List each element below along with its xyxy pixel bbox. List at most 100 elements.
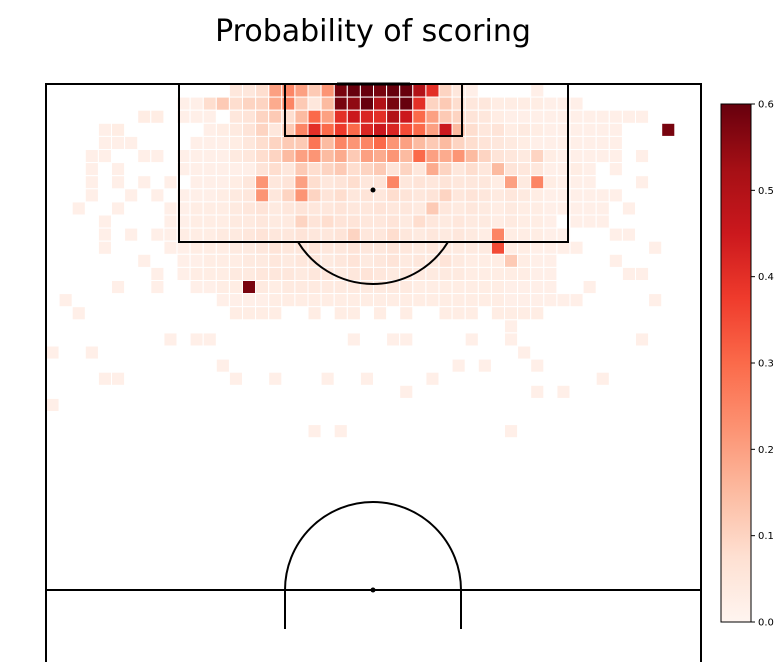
heatmap-cell bbox=[451, 253, 466, 268]
heatmap-cell bbox=[451, 149, 466, 164]
heatmap-cell bbox=[228, 214, 243, 229]
heatmap-cell bbox=[228, 253, 243, 268]
heatmap-cell bbox=[412, 188, 427, 203]
heatmap-cell bbox=[582, 214, 597, 229]
heatmap-cell bbox=[504, 424, 519, 439]
heatmap-cell bbox=[281, 109, 296, 124]
heatmap-cell bbox=[268, 162, 283, 177]
heatmap-cell bbox=[530, 149, 545, 164]
heatmap-cell bbox=[621, 109, 637, 124]
heatmap-cell bbox=[111, 162, 126, 177]
heatmap-cell bbox=[150, 266, 165, 281]
heatmap-cell bbox=[189, 214, 204, 229]
heatmap-cell bbox=[477, 280, 492, 295]
heatmap-cell bbox=[215, 188, 230, 203]
heatmap-cell bbox=[307, 188, 322, 203]
heatmap-cell bbox=[359, 162, 374, 177]
heatmap-cell bbox=[268, 149, 283, 164]
heatmap-cell bbox=[176, 266, 191, 281]
heatmap-cell bbox=[464, 96, 479, 111]
heatmap-cell bbox=[307, 175, 322, 190]
heatmap-cell bbox=[530, 122, 545, 137]
heatmap-cell bbox=[228, 306, 243, 321]
heatmap-cell bbox=[490, 227, 505, 242]
heatmap-cell bbox=[307, 227, 322, 242]
heatmap-cell bbox=[228, 96, 243, 111]
heatmap-cell bbox=[438, 306, 453, 321]
heatmap-cell bbox=[530, 227, 545, 242]
heatmap-cell bbox=[307, 306, 322, 321]
heatmap-cell bbox=[399, 84, 414, 98]
heatmap-cell bbox=[438, 122, 453, 137]
heatmap-cell bbox=[464, 201, 479, 216]
heatmap-cell bbox=[294, 201, 309, 216]
heatmap-cell bbox=[242, 227, 257, 242]
heatmap-cell bbox=[425, 227, 440, 242]
heatmap-cell bbox=[307, 122, 322, 137]
heatmap-cell bbox=[438, 135, 453, 150]
heatmap-cell bbox=[84, 162, 99, 177]
heatmap-cell bbox=[215, 96, 230, 111]
heatmap-cell bbox=[242, 109, 257, 124]
heatmap-cell bbox=[294, 227, 309, 242]
heatmap-cell bbox=[202, 109, 217, 124]
heatmap-cell bbox=[451, 358, 466, 373]
heatmap-cell bbox=[412, 84, 427, 98]
heatmap-cells bbox=[46, 84, 676, 439]
heatmap-cell bbox=[373, 175, 388, 190]
heatmap-cell bbox=[504, 201, 519, 216]
heatmap-cell bbox=[530, 253, 545, 268]
heatmap-cell bbox=[451, 293, 466, 308]
heatmap-cell bbox=[163, 240, 178, 255]
heatmap-cell bbox=[386, 227, 401, 242]
heatmap-cell bbox=[451, 109, 466, 124]
heatmap-cell bbox=[399, 149, 414, 164]
heatmap-cell bbox=[556, 384, 571, 399]
heatmap-cell bbox=[58, 293, 73, 308]
colorbar-tick-label: 0.5 bbox=[758, 186, 774, 197]
heatmap-cell bbox=[359, 266, 374, 281]
heatmap-cell bbox=[399, 293, 414, 308]
heatmap-cell bbox=[137, 175, 152, 190]
heatmap-cell bbox=[111, 280, 126, 295]
heatmap-cell bbox=[202, 332, 217, 347]
heatmap-cell bbox=[595, 214, 610, 229]
heatmap-cell bbox=[228, 162, 243, 177]
heatmap-cell bbox=[97, 227, 113, 242]
heatmap-cell bbox=[464, 162, 479, 177]
heatmap-cell bbox=[490, 149, 505, 164]
heatmap-cell bbox=[294, 109, 309, 124]
heatmap-cell bbox=[242, 214, 257, 229]
heatmap-cell bbox=[84, 345, 99, 360]
heatmap-cell bbox=[451, 162, 466, 177]
heatmap-cell bbox=[71, 201, 86, 216]
heatmap-cell bbox=[504, 266, 519, 281]
heatmap-cell bbox=[425, 201, 440, 216]
heatmap-cell bbox=[281, 240, 296, 255]
heatmap-cell bbox=[346, 253, 361, 268]
heatmap-cell bbox=[595, 109, 610, 124]
pitch-markings bbox=[45, 82, 702, 662]
heatmap-cell bbox=[346, 84, 361, 98]
heatmap-cell bbox=[242, 253, 257, 268]
heatmap-cell bbox=[412, 162, 427, 177]
heatmap-cell bbox=[281, 135, 296, 150]
heatmap-cell bbox=[346, 149, 361, 164]
heatmap-cell bbox=[464, 214, 479, 229]
heatmap-cell bbox=[373, 188, 388, 203]
heatmap-cell bbox=[281, 84, 296, 98]
heatmap-cell bbox=[97, 371, 113, 386]
heatmap-cell bbox=[530, 135, 545, 150]
heatmap-cell bbox=[281, 280, 296, 295]
heatmap-cell bbox=[359, 122, 374, 137]
heatmap-cell bbox=[346, 201, 361, 216]
heatmap-cell bbox=[438, 84, 453, 98]
heatmap-cell bbox=[425, 109, 440, 124]
heatmap-cell bbox=[451, 188, 466, 203]
heatmap-cell bbox=[215, 293, 230, 308]
heatmap-cell bbox=[307, 149, 322, 164]
heatmap-cell bbox=[346, 227, 361, 242]
heatmap-cell bbox=[386, 96, 401, 111]
heatmap-cell bbox=[438, 149, 453, 164]
heatmap-cell bbox=[425, 96, 440, 111]
